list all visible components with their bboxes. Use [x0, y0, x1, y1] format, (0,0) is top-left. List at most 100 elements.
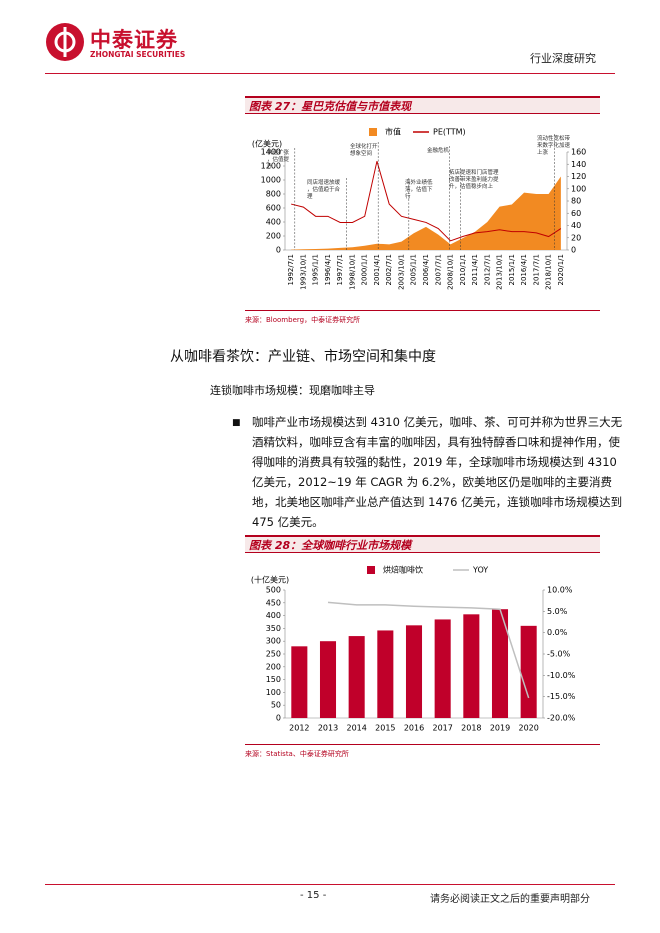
x-tick-label: 2012: [289, 724, 309, 733]
x-tick-label: 2002/7/1: [385, 254, 393, 285]
y-tick-label: 500: [266, 586, 281, 595]
x-tick-label: 1993/10/1: [299, 254, 307, 290]
x-tick-label: 2018: [461, 724, 481, 733]
bar: [348, 636, 365, 718]
x-tick-label: 2013: [318, 724, 338, 733]
footer-rule: [45, 884, 615, 885]
figure-caption: 图表 27：星巴克估值与市值表现: [245, 96, 600, 114]
y2-tick-label: 60: [571, 209, 581, 218]
y2-tick-label: 160: [571, 148, 586, 157]
x-tick-label: 2020: [518, 724, 538, 733]
chart: 0 200 400 600 800 1000 1200 1400 0 20 40 60 80 100 120…: [252, 127, 586, 290]
paragraph: 咖啡产业市场规模达到 4310 亿美元，咖啡、茶、可可并称为世界三大无酒精饮料，…: [252, 415, 623, 529]
line: [291, 161, 562, 242]
bullet: ■: [232, 418, 241, 428]
y2-tick-label: 5.0%: [547, 607, 568, 616]
disclaimer: 请务必阅读正文之后的重要声明部分: [430, 894, 590, 905]
bar: [319, 641, 337, 718]
x-tick-label: 2016/4/1: [520, 254, 528, 285]
annotation: 流动性宽松带来数字化加速上涨: [537, 134, 571, 156]
y-tick-label: 1000: [261, 176, 281, 185]
y-tick-label: 1200: [261, 162, 281, 171]
y-tick-label: 450: [266, 598, 281, 607]
annotation: 同店增速放缓，估值趋于合理: [307, 178, 341, 200]
figure-source: 来源：Statista、中泰证券研究所: [245, 744, 600, 759]
annotation: 金融危机: [427, 146, 450, 154]
legend-label: 市值: [385, 127, 401, 137]
legend-label: YOY: [472, 566, 488, 575]
y-tick-label: 350: [266, 624, 281, 633]
header-rule: [45, 73, 615, 74]
y2-tick-label: -5.0%: [547, 650, 571, 659]
x-tick-label: 2008/10/1: [447, 254, 455, 290]
y-axis-label: (十亿美元): [251, 575, 289, 585]
section-subtitle: 连锁咖啡市场规模：现磨咖啡主导: [210, 384, 375, 397]
figure-caption: 图表 28：全球咖啡行业市场规模: [245, 535, 600, 553]
legend-swatch: [367, 566, 375, 574]
x-tick-label: 2020/1/1: [557, 254, 565, 285]
y2-tick-label: 0: [571, 246, 576, 255]
x-tick-label: 1996/4/1: [324, 254, 332, 285]
x-tick-label: 1995/1/1: [312, 254, 320, 285]
y2-tick-label: 20: [571, 233, 581, 242]
x-tick-label: 2000/1/1: [361, 254, 369, 285]
y2-tick-label: -15.0%: [547, 692, 576, 701]
x-tick-label: 2018/10/1: [545, 254, 553, 290]
area: [291, 176, 561, 250]
y-tick-label: 1400: [261, 148, 281, 157]
y2-tick-label: 0.0%: [547, 628, 568, 637]
x-tick-label: 2013/10/1: [496, 254, 504, 290]
y-tick-label: 150: [266, 675, 281, 684]
x-tick-label: 2014: [346, 724, 366, 733]
y-tick-label: 200: [266, 232, 281, 241]
y2-tick-label: -10.0%: [547, 671, 576, 680]
x-tick-label: 2010/1/1: [459, 254, 467, 285]
x-tick-label: 2016: [404, 724, 424, 733]
legend-swatch: [369, 128, 377, 136]
y-tick-label: 250: [266, 650, 281, 659]
annotation: 海外业绩低落，估值下行: [405, 178, 433, 200]
legend-label: PE(TTM): [433, 128, 466, 137]
y-tick-label: 200: [266, 662, 281, 671]
annotation: 快速扩张，估值提升: [267, 148, 290, 170]
y2-tick-label: 120: [571, 172, 586, 181]
figure-source: 来源：Bloomberg，中泰证券研究所: [245, 310, 600, 325]
logo-icon: [46, 23, 84, 61]
x-tick-label: 2012/7/1: [483, 254, 491, 285]
y-tick-label: 400: [266, 218, 281, 227]
x-tick-label: 2017/7/1: [532, 254, 540, 285]
company-name: 中泰证券: [90, 28, 178, 52]
section-title: 从咖啡看茶饮：产业链、市场空间和集中度: [170, 349, 436, 365]
y-tick-label: 0: [276, 714, 281, 723]
bar: [491, 609, 509, 718]
x-tick-label: 2011/4/1: [471, 254, 479, 285]
y2-tick-label: 10.0%: [547, 586, 573, 595]
y2-tick-label: 40: [571, 221, 581, 230]
company-name-en: ZHONGTAI SECURITIES: [90, 50, 186, 59]
legend-label: 烘焙咖啡饮: [383, 565, 423, 575]
x-tick-label: 2007/7/1: [434, 254, 442, 285]
y-tick-label: 0: [276, 246, 281, 255]
x-tick-label: 2019: [490, 724, 510, 733]
x-tick-label: 2003/10/1: [397, 254, 405, 290]
annotation: 拓店提速和门店管理改善带来盈利能力提升，估值稳步向上: [449, 168, 499, 190]
line: [327, 601, 530, 699]
x-tick-label: 2001/4/1: [373, 254, 381, 285]
x-tick-label: 2015/1/1: [508, 254, 516, 285]
page-number: - 15 -: [300, 890, 327, 901]
x-tick-label: 1997/7/1: [336, 254, 344, 285]
bar: [520, 625, 537, 718]
x-tick-label: 2015: [375, 724, 395, 733]
report-type: 行业深度研究: [530, 52, 596, 65]
y-tick-label: 800: [266, 190, 281, 199]
x-tick-label: 2006/4/1: [422, 254, 430, 285]
x-tick-label: 2005/1/1: [410, 254, 418, 285]
x-tick-label: 2017: [432, 724, 452, 733]
y-tick-label: 100: [266, 688, 281, 697]
bar: [291, 646, 308, 718]
y-tick-label: 400: [266, 611, 281, 620]
bar: [434, 619, 451, 718]
y2-tick-label: -20.0%: [547, 714, 576, 723]
y2-tick-label: 100: [571, 184, 586, 193]
